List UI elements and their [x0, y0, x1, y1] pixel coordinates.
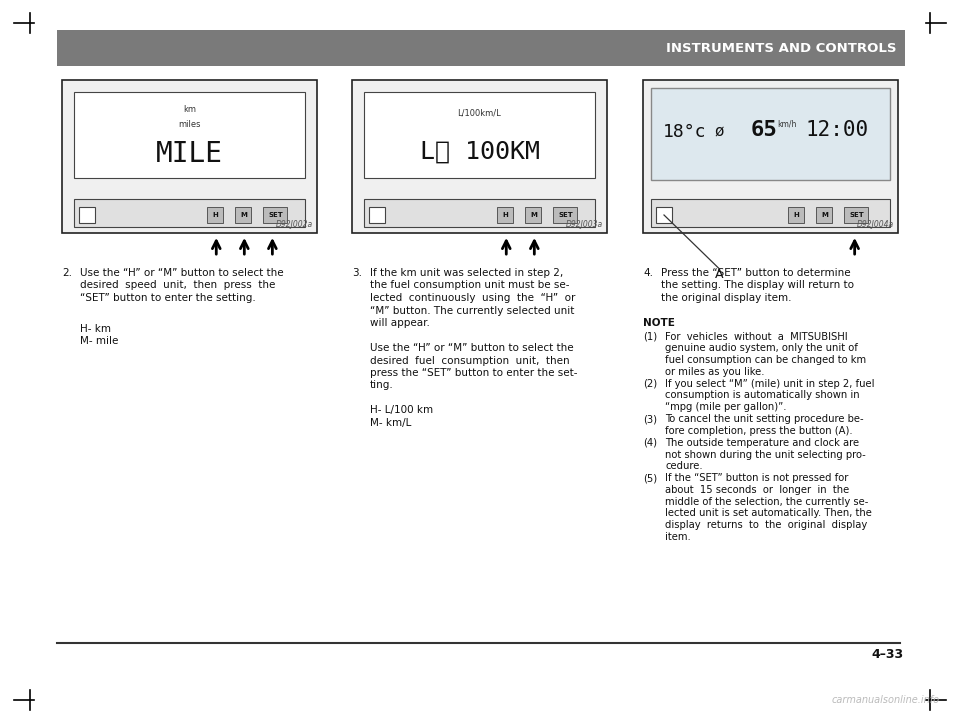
- Text: item.: item.: [665, 532, 691, 542]
- Text: carmanualsonline.info: carmanualsonline.info: [832, 695, 940, 705]
- Text: Use the “H” or “M” button to select the: Use the “H” or “M” button to select the: [80, 268, 283, 278]
- Text: To cancel the unit setting procedure be-: To cancel the unit setting procedure be-: [665, 414, 864, 424]
- Text: M- mile: M- mile: [80, 336, 118, 346]
- Text: km/h: km/h: [777, 119, 797, 129]
- Text: H: H: [794, 212, 800, 218]
- Text: L⁄ 100KM: L⁄ 100KM: [420, 140, 540, 164]
- Text: D92J003a: D92J003a: [565, 220, 603, 229]
- Text: If the km unit was selected in step 2,: If the km unit was selected in step 2,: [370, 268, 564, 278]
- Text: For  vehicles  without  a  MITSUBISHI: For vehicles without a MITSUBISHI: [665, 332, 848, 341]
- Text: ø: ø: [714, 124, 724, 140]
- Text: miles: miles: [179, 120, 201, 129]
- Bar: [74, 199, 305, 227]
- Text: If the “SET” button is not pressed for: If the “SET” button is not pressed for: [665, 473, 849, 483]
- Text: (5): (5): [643, 473, 658, 483]
- Text: 3.: 3.: [352, 268, 362, 278]
- Bar: [554, 207, 578, 223]
- Bar: [74, 92, 305, 178]
- Bar: [364, 92, 595, 178]
- Text: (3): (3): [643, 414, 657, 424]
- Text: 18°c: 18°c: [663, 123, 707, 141]
- Text: If you select “M” (mile) unit in step 2, fuel: If you select “M” (mile) unit in step 2,…: [665, 379, 875, 389]
- Text: the setting. The display will return to: the setting. The display will return to: [661, 281, 854, 291]
- Bar: [845, 207, 869, 223]
- Bar: [207, 207, 224, 223]
- Text: M- km/L: M- km/L: [370, 418, 412, 428]
- Bar: [643, 80, 898, 233]
- Text: 12:00: 12:00: [806, 120, 869, 140]
- Text: Use the “H” or “M” button to select the: Use the “H” or “M” button to select the: [370, 343, 574, 353]
- Text: H- L/100 km: H- L/100 km: [370, 406, 433, 416]
- Text: consumption is automatically shown in: consumption is automatically shown in: [665, 390, 859, 401]
- Text: desired  fuel  consumption  unit,  then: desired fuel consumption unit, then: [370, 356, 569, 366]
- Bar: [62, 80, 317, 233]
- Bar: [57, 30, 905, 66]
- Text: SET: SET: [849, 212, 864, 218]
- Text: km: km: [183, 105, 196, 114]
- Text: lected  continuously  using  the  “H”  or: lected continuously using the “H” or: [370, 293, 575, 303]
- Text: Press the “SET” button to determine: Press the “SET” button to determine: [661, 268, 851, 278]
- Bar: [651, 199, 890, 227]
- Text: about  15 seconds  or  longer  in  the: about 15 seconds or longer in the: [665, 485, 850, 495]
- Text: fore completion, press the button (A).: fore completion, press the button (A).: [665, 426, 852, 436]
- Text: M: M: [530, 212, 537, 218]
- Bar: [497, 207, 514, 223]
- Text: 2.: 2.: [62, 268, 72, 278]
- Bar: [656, 207, 672, 223]
- Text: SET: SET: [268, 212, 283, 218]
- Text: (2): (2): [643, 379, 658, 389]
- Text: H: H: [502, 212, 508, 218]
- Text: the original display item.: the original display item.: [661, 293, 791, 303]
- Bar: [364, 199, 595, 227]
- Text: will appear.: will appear.: [370, 318, 430, 328]
- Text: M: M: [240, 212, 247, 218]
- Bar: [263, 207, 287, 223]
- Text: cedure.: cedure.: [665, 461, 703, 471]
- Text: middle of the selection, the currently se-: middle of the selection, the currently s…: [665, 497, 869, 507]
- Text: L/100km/L: L/100km/L: [458, 109, 501, 118]
- Text: 4–33: 4–33: [872, 648, 904, 661]
- Text: MILE: MILE: [156, 140, 223, 168]
- Text: fuel consumption can be changed to km: fuel consumption can be changed to km: [665, 355, 866, 365]
- Bar: [525, 207, 541, 223]
- Text: lected unit is set automatically. Then, the: lected unit is set automatically. Then, …: [665, 508, 872, 518]
- Text: D92J004a: D92J004a: [857, 220, 894, 229]
- Text: “mpg (mile per gallon)”.: “mpg (mile per gallon)”.: [665, 402, 786, 412]
- Text: (1): (1): [643, 332, 658, 341]
- Text: H- km: H- km: [80, 323, 111, 333]
- Text: “M” button. The currently selected unit: “M” button. The currently selected unit: [370, 306, 574, 315]
- Text: “SET” button to enter the setting.: “SET” button to enter the setting.: [80, 293, 255, 303]
- Text: genuine audio system, only the unit of: genuine audio system, only the unit of: [665, 343, 858, 354]
- Bar: [369, 207, 385, 223]
- Bar: [816, 207, 832, 223]
- Text: the fuel consumption unit must be se-: the fuel consumption unit must be se-: [370, 281, 569, 291]
- Bar: [788, 207, 804, 223]
- Text: 65: 65: [751, 120, 778, 140]
- Text: display  returns  to  the  original  display: display returns to the original display: [665, 521, 867, 530]
- Text: or miles as you like.: or miles as you like.: [665, 367, 764, 377]
- Text: M: M: [821, 212, 828, 218]
- Text: desired  speed  unit,  then  press  the: desired speed unit, then press the: [80, 281, 276, 291]
- Bar: [235, 207, 252, 223]
- Text: (4): (4): [643, 437, 657, 448]
- Text: The outside temperature and clock are: The outside temperature and clock are: [665, 437, 859, 448]
- Text: INSTRUMENTS AND CONTROLS: INSTRUMENTS AND CONTROLS: [666, 41, 897, 54]
- Text: 4.: 4.: [643, 268, 653, 278]
- Text: SET: SET: [558, 212, 573, 218]
- Text: A: A: [715, 268, 724, 281]
- Text: D92J002a: D92J002a: [276, 220, 313, 229]
- Text: H: H: [212, 212, 218, 218]
- Text: NOTE: NOTE: [643, 317, 675, 328]
- Text: ting.: ting.: [370, 380, 394, 390]
- Text: press the “SET” button to enter the set-: press the “SET” button to enter the set-: [370, 368, 578, 378]
- Text: not shown during the unit selecting pro-: not shown during the unit selecting pro-: [665, 450, 866, 460]
- Bar: [651, 88, 890, 180]
- Bar: [79, 207, 95, 223]
- Bar: [352, 80, 607, 233]
